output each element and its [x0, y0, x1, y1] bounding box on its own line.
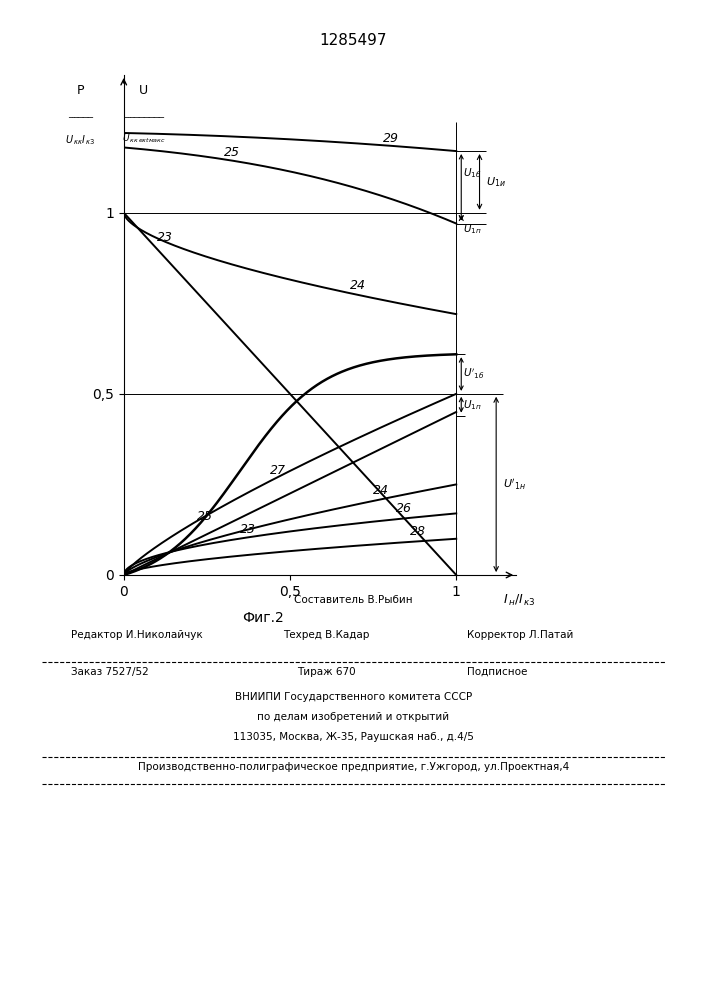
Text: ────────: ────────	[124, 112, 164, 121]
Text: 27: 27	[270, 464, 286, 477]
Text: 1285497: 1285497	[320, 33, 387, 48]
Text: 23: 23	[240, 523, 256, 536]
Text: $U_{1п}$: $U_{1п}$	[463, 222, 481, 236]
Text: $U'_{1н}$: $U'_{1н}$	[503, 477, 526, 492]
Text: Редактор И.Николайчук: Редактор И.Николайчук	[71, 630, 202, 640]
Text: 26: 26	[397, 502, 412, 515]
Text: $U_{\,\kappa\kappa\,	ext{макс}}$: $U_{\,\kappa\kappa\, ext{макс}}$	[122, 133, 165, 145]
Text: 25: 25	[197, 510, 213, 523]
Text: Фиг.2: Фиг.2	[243, 611, 284, 625]
Text: U: U	[139, 84, 148, 97]
Text: 28: 28	[409, 525, 426, 538]
Text: Составитель В.Рыбин: Составитель В.Рыбин	[294, 595, 413, 605]
Text: по делам изобретений и открытий: по делам изобретений и открытий	[257, 712, 450, 722]
Text: Техред В.Кадар: Техред В.Кадар	[283, 630, 369, 640]
Text: Подписное: Подписное	[467, 667, 527, 677]
Text: $U_{1п}$: $U_{1п}$	[463, 398, 481, 412]
Text: Тираж 670: Тираж 670	[297, 667, 356, 677]
Text: 25: 25	[223, 146, 240, 159]
Text: Заказ 7527/52: Заказ 7527/52	[71, 667, 148, 677]
Text: 23: 23	[157, 231, 173, 244]
Text: P: P	[77, 84, 84, 97]
Text: $U_{\,\kappa\kappa}I_{\,\kappa3}$: $U_{\,\kappa\kappa}I_{\,\kappa3}$	[65, 133, 95, 147]
Text: $U_{1б}$: $U_{1б}$	[463, 166, 481, 180]
Text: $U'_{1б}$: $U'_{1б}$	[463, 367, 484, 381]
Text: 24: 24	[373, 484, 389, 497]
Text: Корректор Л.Патай: Корректор Л.Патай	[467, 630, 573, 640]
Text: ВНИИПИ Государственного комитета СССР: ВНИИПИ Государственного комитета СССР	[235, 692, 472, 702]
Text: $I_{\,н}/I_{\,\kappa3}$: $I_{\,н}/I_{\,\kappa3}$	[503, 593, 536, 608]
Text: 29: 29	[383, 132, 399, 145]
Text: 24: 24	[350, 279, 366, 292]
Text: ─────: ─────	[68, 112, 93, 121]
Text: $U_{1и}$: $U_{1и}$	[486, 175, 506, 189]
Text: Производственно-полиграфическое предприятие, г.Ужгород, ул.Проектная,4: Производственно-полиграфическое предприя…	[138, 762, 569, 772]
Text: 113035, Москва, Ж-35, Раушская наб., д.4/5: 113035, Москва, Ж-35, Раушская наб., д.4…	[233, 732, 474, 742]
